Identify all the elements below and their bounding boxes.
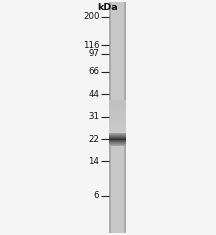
- Text: 44: 44: [88, 90, 99, 99]
- Text: 97: 97: [89, 49, 99, 58]
- Text: 66: 66: [88, 67, 99, 76]
- Text: 22: 22: [88, 135, 99, 144]
- Bar: [109, 2, 111, 233]
- Text: 116: 116: [83, 41, 99, 50]
- Bar: [124, 2, 126, 233]
- Text: 14: 14: [88, 157, 99, 166]
- Bar: [109, 2, 126, 233]
- Text: 200: 200: [83, 12, 99, 21]
- Text: 6: 6: [94, 191, 99, 200]
- Text: kDa: kDa: [98, 3, 118, 12]
- Text: 31: 31: [88, 112, 99, 121]
